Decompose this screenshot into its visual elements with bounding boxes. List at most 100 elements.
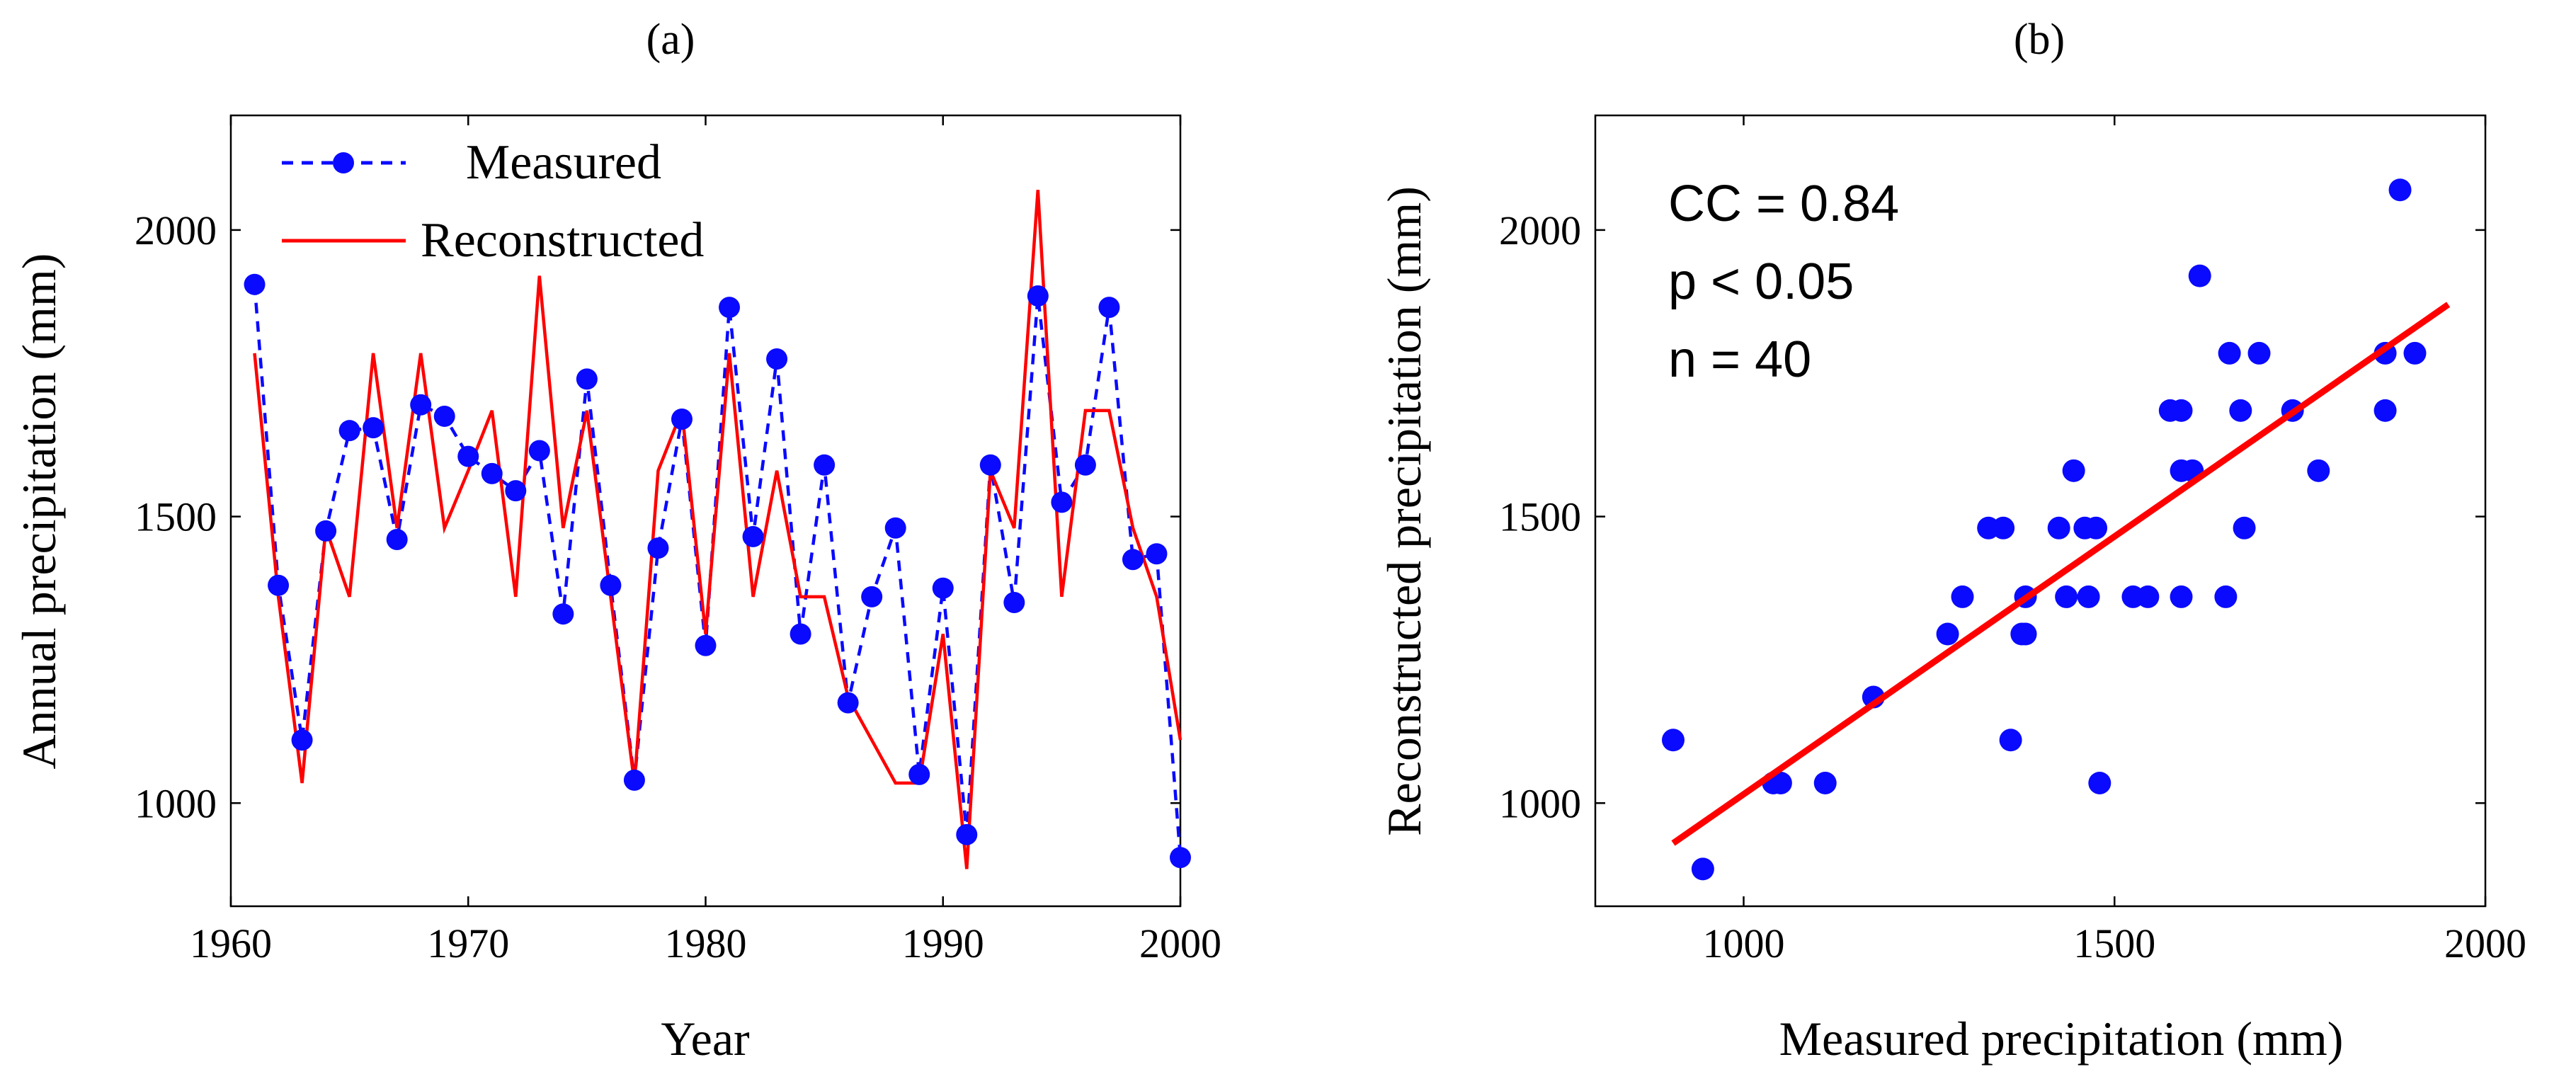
series-reconstructed-line bbox=[253, 190, 1182, 869]
measured-point bbox=[505, 480, 527, 502]
scatter-point bbox=[1813, 771, 1837, 794]
x-tick-label: 1970 bbox=[427, 920, 509, 966]
panel-a-frame bbox=[229, 114, 1182, 908]
panel-b-frame bbox=[1594, 114, 2487, 908]
measured-point bbox=[1146, 543, 1168, 565]
x-tick-label: 1980 bbox=[665, 920, 747, 966]
scatter-point bbox=[2170, 585, 2193, 608]
y-tick-label: 2000 bbox=[135, 207, 217, 253]
panel-a: (a) 1960 1970 1980 1990 2000 1000 1500 2000 Yea… bbox=[12, 16, 1221, 1066]
scatter-point bbox=[2014, 622, 2037, 646]
measured-point bbox=[719, 297, 741, 319]
scatter-point bbox=[1992, 516, 2015, 540]
scatter-point bbox=[2247, 341, 2271, 365]
scatter-point bbox=[2136, 585, 2160, 608]
panel-a-xlabel: Year bbox=[661, 1012, 750, 1066]
annotation-n: n = 40 bbox=[1668, 331, 1811, 388]
scatter-point bbox=[2229, 399, 2252, 422]
y-tick-label: 1500 bbox=[135, 494, 217, 540]
x-tick-label: 1990 bbox=[902, 920, 984, 966]
annotation-cc: CC = 0.84 bbox=[1668, 176, 1899, 232]
x-tick-label: 2000 bbox=[2444, 920, 2526, 966]
measured-point bbox=[268, 574, 290, 596]
measured-point bbox=[1074, 454, 1096, 476]
measured-point bbox=[1027, 285, 1049, 307]
panel-b: (b) 1000 1500 2000 1000 1500 2000 Measured pr… bbox=[1377, 16, 2526, 1066]
scatter-point bbox=[2088, 771, 2111, 794]
panel-b-xlabel: Measured precipitation (mm) bbox=[1779, 1012, 2344, 1066]
measured-point bbox=[884, 517, 906, 539]
measured-point bbox=[315, 520, 337, 542]
measured-point bbox=[742, 525, 764, 547]
measured-point bbox=[1003, 592, 1025, 614]
panel-a-label: (a) bbox=[646, 16, 695, 64]
measured-point bbox=[956, 823, 978, 845]
measured-point bbox=[837, 692, 859, 714]
scatter-point bbox=[2403, 341, 2427, 365]
measured-point bbox=[814, 454, 836, 476]
measured-point bbox=[528, 440, 550, 462]
panel-a-legend: Measured Reconstructed bbox=[282, 135, 704, 268]
y-tick-label: 1000 bbox=[1499, 780, 1581, 826]
x-tick-label: 2000 bbox=[1139, 920, 1221, 966]
scatter-point bbox=[2188, 264, 2211, 287]
measured-point bbox=[1122, 549, 1144, 571]
scatter-point bbox=[1951, 585, 1974, 608]
measured-point bbox=[932, 577, 954, 599]
measured-point bbox=[433, 405, 455, 427]
legend-measured-swatch-marker bbox=[333, 152, 354, 173]
scatter-point bbox=[2055, 585, 2078, 608]
panel-b-ylabel: Reconstructed precipitation (mm) bbox=[1377, 186, 1431, 836]
scatter-point bbox=[2214, 585, 2238, 608]
measured-point bbox=[647, 537, 669, 559]
measured-point bbox=[1051, 491, 1073, 513]
scatter-point bbox=[2047, 516, 2070, 540]
measured-point bbox=[695, 634, 717, 656]
measured-point bbox=[291, 729, 313, 751]
measured-point bbox=[386, 528, 408, 550]
x-tick-label: 1500 bbox=[2073, 920, 2155, 966]
scatter-point bbox=[2085, 516, 2108, 540]
fit-line bbox=[1671, 302, 2451, 846]
panel-a-ylabel: Annual precipitation (mm) bbox=[12, 253, 66, 770]
measured-point bbox=[671, 408, 693, 430]
scatter-point bbox=[1769, 771, 1792, 794]
measured-point bbox=[481, 462, 503, 484]
measured-point bbox=[457, 445, 479, 467]
measured-point bbox=[979, 454, 1001, 476]
scatter-point bbox=[2170, 399, 2193, 422]
series-measured-line bbox=[253, 284, 1182, 858]
scatter-point bbox=[1661, 729, 1685, 752]
scatter-point bbox=[2388, 178, 2412, 202]
y-tick-label: 1000 bbox=[135, 780, 217, 826]
measured-point bbox=[552, 603, 574, 625]
scatter-point bbox=[1691, 857, 1714, 881]
x-tick-label: 1960 bbox=[190, 920, 272, 966]
y-tick-label: 1500 bbox=[1499, 494, 1581, 540]
measured-point bbox=[908, 763, 930, 785]
measured-point bbox=[623, 769, 645, 791]
measured-point bbox=[790, 623, 811, 645]
panel-b-label: (b) bbox=[2014, 16, 2065, 64]
measured-point bbox=[861, 586, 883, 607]
scatter-point bbox=[2077, 585, 2100, 608]
scatter-point bbox=[2218, 341, 2241, 365]
annotation-p-value: p < 0.05 bbox=[1668, 253, 1854, 310]
scatter-point bbox=[2307, 459, 2330, 482]
measured-point bbox=[244, 273, 266, 295]
measured-point bbox=[1098, 297, 1120, 319]
measured-point bbox=[600, 574, 622, 596]
y-tick-label: 2000 bbox=[1499, 207, 1581, 253]
scatter-point bbox=[2373, 399, 2397, 422]
scatter-point bbox=[2233, 516, 2256, 540]
measured-point bbox=[410, 394, 432, 416]
measured-point bbox=[338, 420, 360, 442]
measured-point bbox=[363, 417, 384, 439]
legend-measured-label: Measured bbox=[466, 135, 661, 190]
measured-point bbox=[1170, 847, 1191, 869]
measured-point bbox=[576, 368, 598, 390]
scatter-point bbox=[2062, 459, 2085, 482]
scatter-point bbox=[1936, 622, 1959, 646]
measured-point bbox=[766, 348, 788, 370]
